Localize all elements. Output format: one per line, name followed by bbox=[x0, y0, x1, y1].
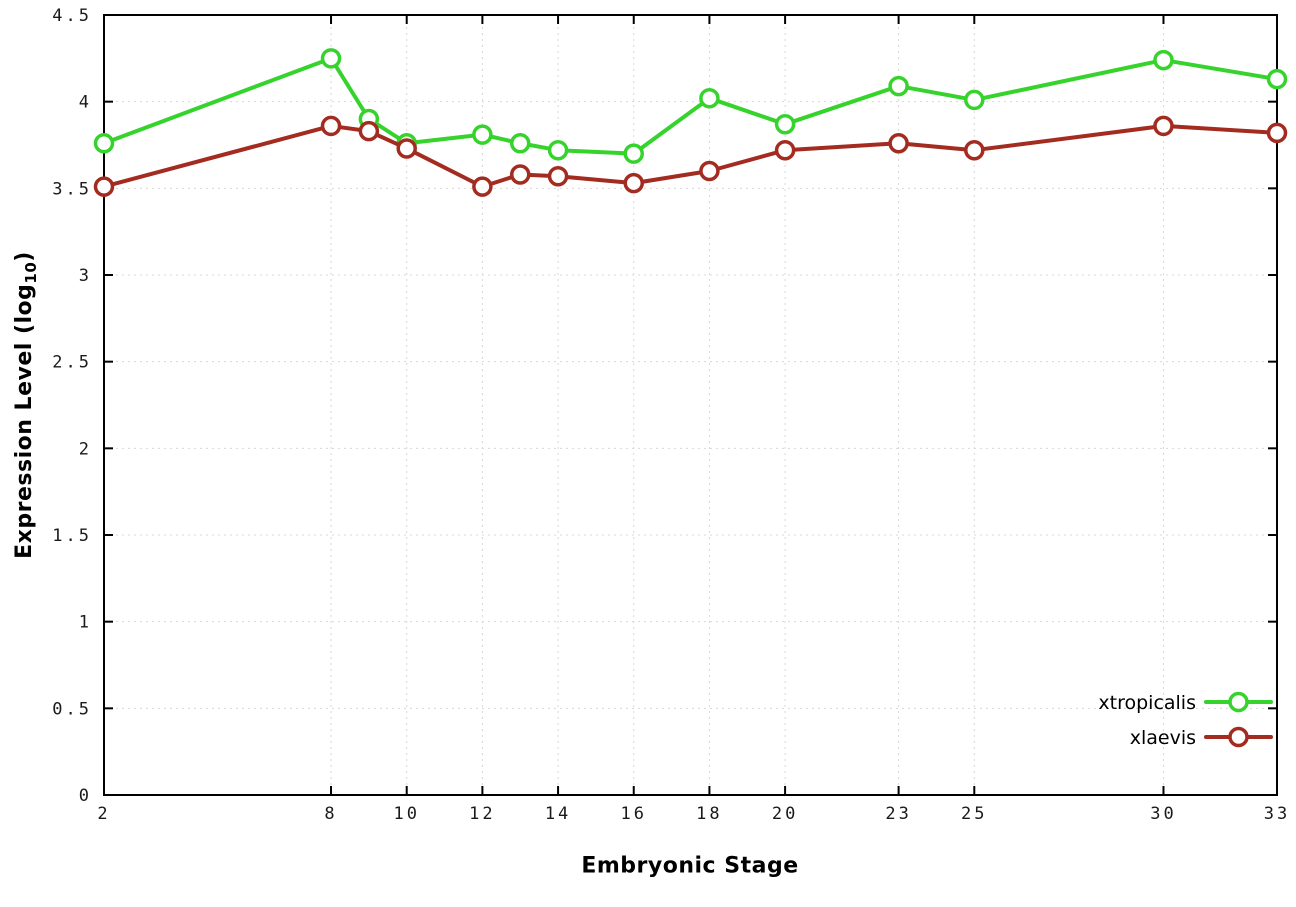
legend-label-xlaevis: xlaevis bbox=[1130, 727, 1196, 749]
x-tick-label: 14 bbox=[545, 804, 571, 824]
data-point-marker-xlaevis bbox=[1266, 122, 1288, 144]
data-point-marker-xtropicalis bbox=[472, 124, 493, 145]
y-tick-label: 2 bbox=[79, 439, 92, 459]
data-point-marker-xtropicalis bbox=[320, 48, 342, 69]
data-point-marker-xtropicalis bbox=[774, 113, 796, 135]
data-point-marker-xlaevis bbox=[547, 165, 569, 187]
legend-entry-xtropicalis: xtropicalis bbox=[1098, 691, 1273, 714]
series-line-xlaevis bbox=[102, 123, 1279, 189]
series-xlaevis bbox=[93, 115, 1288, 197]
y-axis-title-suffix: ) bbox=[12, 251, 37, 262]
y-tick-label: 4.5 bbox=[52, 6, 92, 26]
x-tick-label: 16 bbox=[620, 804, 646, 824]
x-tick-label: 2 bbox=[97, 804, 110, 824]
x-tick-label: 12 bbox=[469, 804, 495, 824]
x-tick-label: 10 bbox=[393, 804, 419, 824]
data-point-marker-xlaevis bbox=[358, 120, 380, 142]
series-xtropicalis bbox=[93, 48, 1288, 164]
data-point-marker-xlaevis bbox=[509, 164, 531, 185]
plot-border bbox=[103, 14, 1278, 796]
data-point-marker-xtropicalis bbox=[1266, 68, 1288, 90]
x-tick-label: 23 bbox=[885, 804, 911, 824]
legend-marker-xlaevis bbox=[1228, 726, 1249, 748]
data-point-marker-xlaevis bbox=[396, 138, 417, 159]
data-point-marker-xlaevis bbox=[1153, 115, 1174, 137]
x-tick-label: 33 bbox=[1264, 804, 1290, 824]
data-point-marker-xtropicalis bbox=[964, 89, 985, 111]
legend-label-xtropicalis: xtropicalis bbox=[1098, 692, 1196, 714]
axis-ticks: 2 8 10 12 14 16 18 20 23 25 30 33 0 0.5 1 1.5 2 2.5 3 3.5 4 4… bbox=[52, 6, 1290, 824]
y-tick-label: 2.5 bbox=[52, 353, 92, 373]
y-tick-label: 0.5 bbox=[52, 699, 92, 719]
data-point-marker-xlaevis bbox=[623, 172, 644, 194]
data-point-marker-xtropicalis bbox=[93, 133, 115, 154]
y-tick-label: 1 bbox=[79, 613, 92, 633]
x-tick-label: 18 bbox=[696, 804, 722, 824]
data-point-marker-xtropicalis bbox=[509, 133, 531, 154]
x-tick-label: 30 bbox=[1150, 804, 1176, 824]
legend-marker-xtropicalis bbox=[1228, 691, 1249, 713]
y-tick-label: 4 bbox=[79, 93, 92, 113]
x-tick-label: 25 bbox=[961, 804, 987, 824]
x-axis-title: Embryonic Stage bbox=[581, 853, 799, 879]
data-point-marker-xlaevis bbox=[320, 115, 342, 137]
y-axis-title-prefix: Expression Level (log bbox=[12, 283, 37, 559]
grid bbox=[103, 14, 1278, 796]
y-tick-label: 3.5 bbox=[52, 179, 92, 199]
data-point-marker-xtropicalis bbox=[888, 75, 909, 97]
data-point-marker-xlaevis bbox=[774, 139, 796, 161]
data-point-marker-xtropicalis bbox=[1153, 49, 1174, 71]
y-axis-title-subscript: 10 bbox=[22, 261, 40, 284]
y-tick-label: 0 bbox=[79, 786, 92, 806]
x-tick-label: 8 bbox=[324, 804, 337, 824]
legend: xtropicalis xlaevis bbox=[1098, 691, 1273, 749]
x-tick-label: 20 bbox=[772, 804, 798, 824]
data-point-marker-xlaevis bbox=[472, 176, 493, 197]
y-tick-label: 1.5 bbox=[52, 526, 92, 546]
data-point-marker-xtropicalis bbox=[623, 143, 644, 164]
y-tick-label: 3 bbox=[79, 266, 92, 286]
data-point-marker-xlaevis bbox=[888, 133, 909, 154]
data-point-marker-xlaevis bbox=[964, 139, 985, 161]
data-point-marker-xtropicalis bbox=[547, 139, 569, 161]
legend-entry-xlaevis: xlaevis bbox=[1130, 726, 1273, 749]
y-axis-title: Expression Level (log10) bbox=[12, 251, 40, 559]
data-point-marker-xlaevis bbox=[93, 176, 115, 197]
data-point-marker-xlaevis bbox=[699, 160, 720, 182]
data-point-marker-xtropicalis bbox=[699, 87, 720, 109]
